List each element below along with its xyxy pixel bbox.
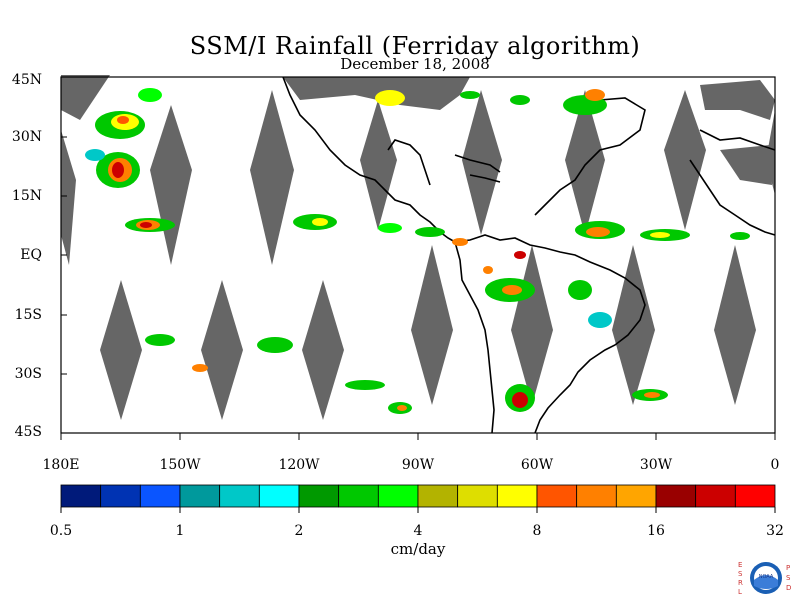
colorbar-units: cm/day xyxy=(390,540,446,558)
coastlines xyxy=(282,76,776,434)
logo-letter: S xyxy=(738,570,743,578)
lon-label: 30W xyxy=(639,457,673,473)
colorbar-swatch xyxy=(100,484,141,508)
logo-text: NOAA xyxy=(759,574,774,580)
colorbar-swatch xyxy=(734,484,776,508)
colorbar-swatch xyxy=(615,484,657,508)
lat-label: 30N xyxy=(11,129,42,145)
logo-letter: R xyxy=(738,579,743,587)
colorbar-swatch xyxy=(219,484,260,508)
lat-label: 15N xyxy=(11,188,42,204)
colorbar-tick-label: 16 xyxy=(647,523,665,539)
lat-label: 45S xyxy=(14,424,42,440)
lon-label: 60W xyxy=(520,457,554,473)
lat-label: 15S xyxy=(14,307,42,323)
colorbar-swatch xyxy=(417,484,459,508)
lat-label: 45N xyxy=(11,72,42,88)
lon-label: 90W xyxy=(401,457,435,473)
map-title: SSM/I Rainfall (Ferriday algorithm) xyxy=(189,32,641,60)
logo-letter: E xyxy=(738,561,742,569)
colorbar-swatch xyxy=(536,484,578,508)
colorbar-swatch xyxy=(377,484,419,508)
colorbar-swatch xyxy=(139,484,181,508)
colorbar-swatch xyxy=(60,484,102,508)
colorbar-tick-label: 1 xyxy=(175,523,185,539)
logo-letter: D xyxy=(786,584,791,592)
colorbar-swatch xyxy=(457,484,498,508)
colorbar-swatch xyxy=(655,484,697,508)
colorbar-tick-label: 2 xyxy=(294,523,304,539)
colorbar-tick-label: 32 xyxy=(766,523,784,539)
colorbar-swatch xyxy=(576,484,617,508)
axis-ticks xyxy=(60,76,776,440)
colorbar-swatch xyxy=(695,484,736,508)
colorbar xyxy=(60,484,776,513)
colorbar-tick-label: 4 xyxy=(413,523,423,539)
logo-letter: S xyxy=(786,574,791,582)
lon-label: 0 xyxy=(770,457,780,473)
lat-label: EQ xyxy=(20,247,42,263)
logo-letter: P xyxy=(786,564,790,572)
lon-label: 120W xyxy=(278,457,320,473)
lon-label: 180E xyxy=(42,457,80,473)
colorbar-swatch xyxy=(338,484,379,508)
rainfall-patches xyxy=(85,88,750,414)
colorbar-swatch xyxy=(298,484,340,508)
colorbar-swatch xyxy=(496,484,538,508)
colorbar-tick-label: 0.5 xyxy=(49,523,73,539)
colorbar-swatch xyxy=(179,484,221,508)
missing-data-swaths xyxy=(61,75,775,420)
lon-label: 150W xyxy=(159,457,201,473)
lat-label: 30S xyxy=(14,366,42,382)
logo-letter: L xyxy=(738,588,742,596)
colorbar-swatch xyxy=(258,484,300,508)
noaa-logo: E S R L NOAA P S D xyxy=(738,561,791,596)
colorbar-tick-label: 8 xyxy=(532,523,542,539)
map-date: December 18, 2008 xyxy=(340,55,490,73)
